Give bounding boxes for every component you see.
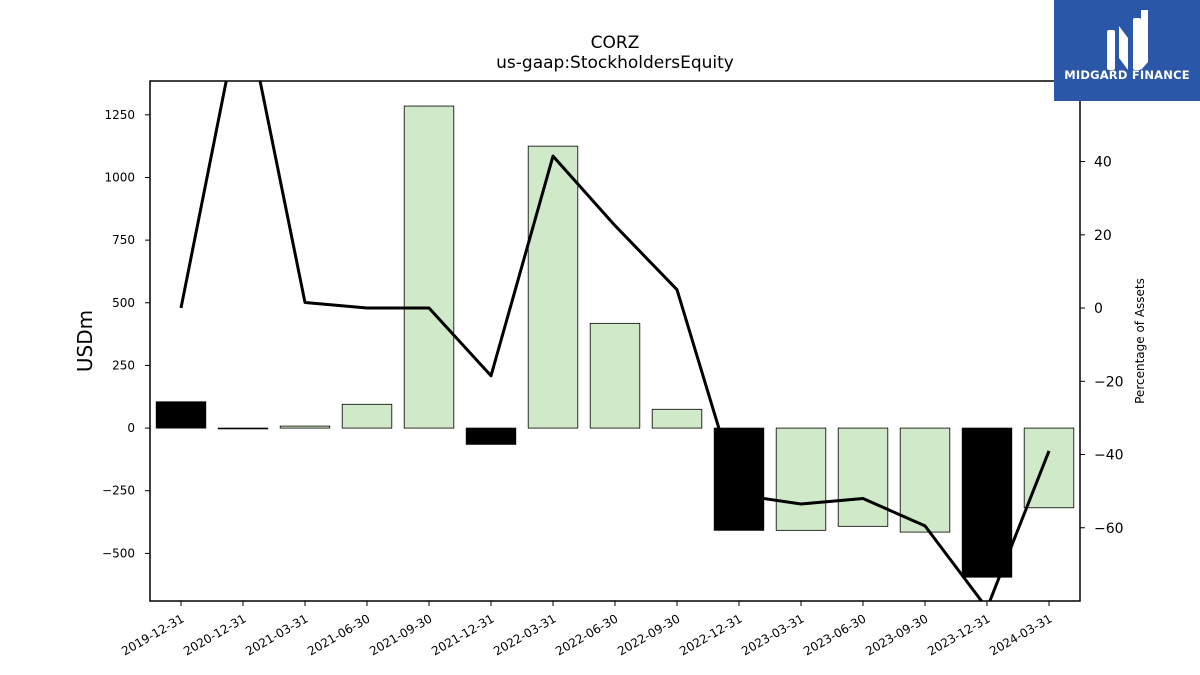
bar-2023-09-30 [899, 427, 951, 533]
x-tick-label: 2022-09-30 [615, 611, 682, 658]
y2-tick-label: −60 [1094, 521, 1124, 537]
x-tick-label: 2023-03-31 [739, 611, 806, 658]
x-tick-label: 2022-03-31 [491, 611, 558, 658]
bar-2019-12-31 [155, 401, 207, 429]
y-tick-label: 1250 [104, 108, 135, 122]
y-tick-label: 1000 [104, 170, 135, 184]
bar-2022-03-31 [527, 145, 579, 429]
bar-2021-12-31 [465, 427, 517, 445]
bar-2020-12-31 [217, 427, 269, 430]
x-tick-label: 2021-09-30 [367, 611, 434, 658]
left-axis-ticks: −500 −250 0 250 500 750 1000 1250 [102, 108, 150, 560]
x-tick-label: 2023-09-30 [863, 611, 930, 658]
chart-subtitle: us-gaap:StockholdersEquity [496, 53, 734, 73]
y-axis-label: USDm [73, 310, 97, 372]
x-tick-label: 2021-06-30 [305, 611, 372, 658]
chart-title: CORZ [591, 33, 640, 53]
x-tick-label: 2022-12-31 [677, 611, 744, 658]
bar-2022-12-31 [713, 427, 765, 531]
bar-2021-03-31 [279, 425, 331, 429]
y-tick-label: −500 [102, 546, 135, 560]
x-tick-label: 2023-06-30 [801, 611, 868, 658]
y2-tick-label: −20 [1094, 374, 1124, 390]
x-tick-label: 2021-12-31 [429, 611, 496, 658]
y-tick-label: 750 [112, 233, 135, 247]
percentage-line [179, 81, 1051, 601]
x-tick-label: 2020-12-31 [181, 611, 248, 658]
right-axis-ticks: −60 −40 −20 0 20 40 [1080, 155, 1124, 537]
y-tick-label: −250 [102, 484, 135, 498]
y-tick-label: 500 [112, 296, 135, 310]
bar-2023-12-31 [961, 427, 1013, 578]
x-tick-label: 2021-03-31 [243, 611, 310, 658]
logo-text: MIDGARD FINANCE [1064, 68, 1190, 82]
bar-2022-06-30 [589, 322, 641, 429]
logo-mark-icon [1107, 10, 1148, 70]
y-tick-label: 250 [112, 358, 135, 372]
x-tick-label: 2023-12-31 [925, 611, 992, 658]
x-axis-ticks: 2019-12-312020-12-312021-03-312021-06-30… [119, 601, 1055, 658]
bars-layer [155, 105, 1075, 578]
x-tick-label: 2022-06-30 [553, 611, 620, 658]
bar-2023-06-30 [837, 427, 889, 527]
bar-2023-03-31 [775, 427, 827, 531]
line-layer [179, 81, 1051, 601]
y2-tick-label: 20 [1094, 228, 1112, 244]
bar-2021-06-30 [341, 403, 393, 429]
y-tick-label: 0 [127, 421, 135, 435]
brand-logo: MIDGARD FINANCE [1054, 0, 1200, 101]
bar-2021-09-30 [403, 105, 455, 429]
bar-2022-09-30 [651, 408, 703, 429]
y2-axis-label: Percentage of Assets [1133, 278, 1147, 404]
y2-tick-label: −40 [1094, 448, 1124, 464]
y2-tick-label: 0 [1094, 301, 1103, 317]
x-tick-label: 2024-03-31 [987, 611, 1054, 658]
y2-tick-label: 40 [1094, 155, 1112, 171]
x-tick-label: 2019-12-31 [119, 611, 186, 658]
